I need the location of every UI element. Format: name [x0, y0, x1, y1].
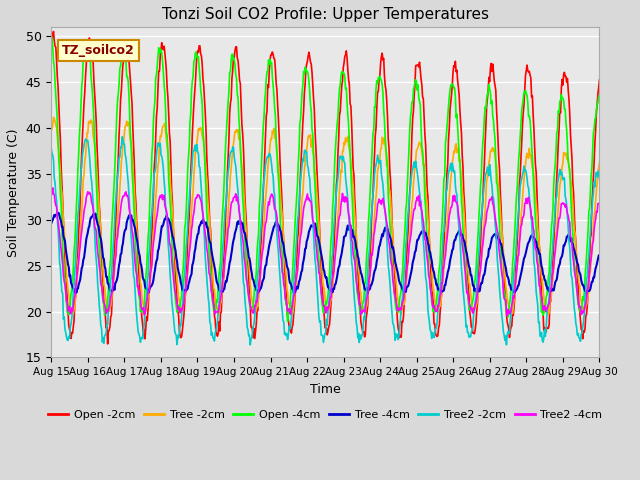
Tree2 -2cm: [114, 174, 122, 180]
Open -2cm: [171, 252, 179, 258]
Tree2 -4cm: [504, 313, 511, 319]
X-axis label: Time: Time: [310, 383, 340, 396]
Tree -4cm: [54, 210, 62, 216]
Tree2 -2cm: [596, 176, 604, 181]
Tree2 -4cm: [199, 212, 207, 217]
Tree2 -4cm: [596, 200, 604, 206]
Open -2cm: [50, 29, 58, 35]
Tree2 -2cm: [410, 162, 417, 168]
Tree -4cm: [582, 290, 590, 296]
Line: Open -4cm: Open -4cm: [51, 36, 600, 321]
Tree2 -4cm: [47, 192, 55, 198]
Open -4cm: [409, 99, 417, 105]
Tree2 -4cm: [49, 185, 56, 191]
Tree -2cm: [170, 238, 178, 243]
Tree2 -4cm: [58, 254, 66, 260]
Tree2 -4cm: [115, 225, 122, 230]
Tree -2cm: [596, 159, 604, 165]
Open -2cm: [394, 317, 401, 323]
Tree -4cm: [596, 252, 604, 258]
Tree -2cm: [115, 205, 122, 211]
Tree2 -2cm: [394, 332, 401, 337]
Tree -4cm: [58, 224, 66, 229]
Tree2 -2cm: [47, 145, 55, 151]
Tree -4cm: [393, 265, 401, 271]
Tree2 -2cm: [118, 134, 126, 140]
Open -4cm: [198, 100, 206, 106]
Tree -2cm: [50, 115, 58, 120]
Tree -2cm: [199, 136, 207, 142]
Tree -4cm: [47, 221, 55, 227]
Tree -4cm: [199, 216, 207, 222]
Open -2cm: [104, 341, 111, 347]
Open -2cm: [410, 108, 417, 114]
Tree2 -2cm: [246, 342, 254, 348]
Open -2cm: [596, 77, 604, 83]
Open -4cm: [47, 33, 55, 38]
Tree2 -2cm: [170, 320, 178, 326]
Line: Tree2 -4cm: Tree2 -4cm: [51, 188, 600, 316]
Tree2 -4cm: [409, 216, 417, 222]
Open -4cm: [596, 97, 604, 103]
Open -4cm: [393, 308, 401, 313]
Open -4cm: [114, 98, 122, 104]
Open -4cm: [58, 201, 65, 207]
Text: TZ_soilco2: TZ_soilco2: [62, 44, 135, 57]
Tree2 -4cm: [393, 302, 401, 308]
Tree -2cm: [394, 293, 401, 299]
Title: Tonzi Soil CO2 Profile: Upper Temperatures: Tonzi Soil CO2 Profile: Upper Temperatur…: [162, 7, 489, 22]
Tree2 -2cm: [58, 278, 65, 284]
Line: Open -2cm: Open -2cm: [51, 32, 600, 344]
Open -2cm: [47, 39, 55, 45]
Tree -2cm: [410, 180, 417, 186]
Open -4cm: [170, 264, 177, 270]
Line: Tree2 -2cm: Tree2 -2cm: [51, 137, 600, 345]
Tree -4cm: [409, 260, 417, 266]
Open -4cm: [284, 318, 291, 324]
Tree -2cm: [47, 126, 55, 132]
Tree -2cm: [215, 312, 223, 318]
Y-axis label: Soil Temperature (C): Soil Temperature (C): [7, 128, 20, 257]
Legend: Open -2cm, Tree -2cm, Open -4cm, Tree -4cm, Tree2 -2cm, Tree2 -4cm: Open -2cm, Tree -2cm, Open -4cm, Tree -4…: [44, 406, 607, 425]
Tree2 -4cm: [170, 279, 178, 285]
Open -2cm: [200, 83, 207, 89]
Tree -4cm: [115, 268, 122, 274]
Line: Tree -4cm: Tree -4cm: [51, 213, 600, 293]
Line: Tree -2cm: Tree -2cm: [51, 118, 600, 315]
Open -2cm: [115, 132, 123, 137]
Tree2 -2cm: [199, 212, 207, 218]
Open -2cm: [58, 182, 66, 188]
Tree -4cm: [170, 240, 178, 245]
Tree -2cm: [58, 190, 66, 196]
